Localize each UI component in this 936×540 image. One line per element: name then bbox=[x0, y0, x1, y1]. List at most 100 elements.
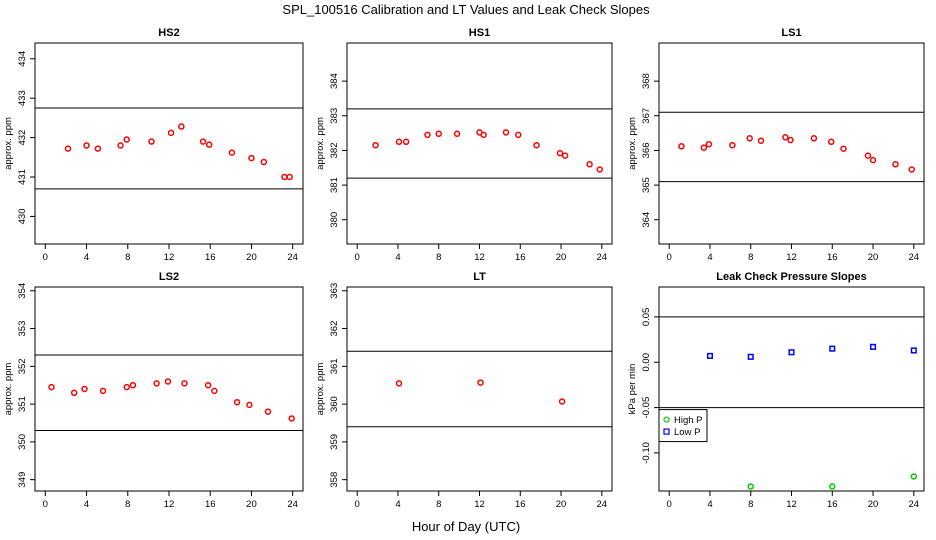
data-point bbox=[70, 389, 78, 397]
y-tick-label: 430 bbox=[17, 208, 28, 224]
x-tick-label: 4 bbox=[395, 252, 400, 263]
x-tick-label: 8 bbox=[436, 252, 441, 263]
legend-label: High P bbox=[674, 415, 703, 426]
y-axis-label: approx. ppm bbox=[3, 363, 14, 416]
data-point bbox=[148, 138, 155, 145]
data-point bbox=[892, 161, 899, 168]
panel-3: LS1 0 4 8 12 16 20 24 364 365 366 367 368 approx. ppm bbox=[627, 27, 925, 263]
data-point bbox=[178, 123, 185, 130]
x-tick-label: 12 bbox=[164, 499, 175, 510]
y-tick-label: 351 bbox=[17, 396, 28, 412]
data-point bbox=[502, 129, 510, 136]
y-tick-label: 368 bbox=[641, 73, 652, 89]
y-tick-label: 352 bbox=[17, 358, 28, 374]
x-tick-label: 0 bbox=[667, 252, 672, 263]
data-point bbox=[64, 145, 72, 152]
x-tick-label: 12 bbox=[164, 252, 175, 263]
legend-marker bbox=[663, 416, 670, 423]
y-tick-label: 363 bbox=[329, 283, 340, 299]
x-tick-label: 16 bbox=[205, 252, 216, 263]
x-tick-label: 12 bbox=[474, 252, 485, 263]
x-tick-label: 8 bbox=[125, 499, 130, 510]
data-point bbox=[700, 144, 708, 151]
data-point bbox=[514, 131, 522, 139]
panel-title: HS2 bbox=[158, 27, 179, 39]
data-point bbox=[435, 130, 442, 138]
data-point bbox=[910, 473, 918, 480]
x-tick-label: 0 bbox=[355, 499, 360, 510]
data-point bbox=[48, 383, 55, 391]
data-point bbox=[204, 381, 212, 389]
data-point bbox=[747, 353, 754, 360]
data-point bbox=[705, 140, 713, 148]
plot-frame bbox=[346, 42, 613, 245]
data-point bbox=[840, 145, 847, 152]
panel-1: HS2 0 4 8 12 16 20 24 430 431 432 433 434 approx. ppm bbox=[3, 27, 304, 263]
y-tick-label: 384 bbox=[329, 73, 340, 89]
data-point bbox=[117, 142, 124, 149]
y-tick-label: 433 bbox=[17, 90, 28, 106]
data-point bbox=[94, 145, 102, 152]
data-point bbox=[706, 352, 714, 359]
y-tick-label: 434 bbox=[17, 51, 28, 67]
data-point bbox=[260, 158, 268, 166]
x-tick-label: 8 bbox=[436, 499, 441, 510]
data-point bbox=[153, 380, 160, 387]
panel-5: LT 0 4 8 12 16 20 24 358 359 360 361 362 363 approx. p… bbox=[315, 271, 613, 510]
x-axis-label: Hour of Day (UTC) bbox=[412, 519, 520, 534]
data-point bbox=[586, 161, 593, 168]
y-tick-label: 432 bbox=[17, 130, 28, 146]
x-tick-label: 0 bbox=[355, 252, 360, 263]
y-tick-label: 359 bbox=[329, 434, 340, 450]
y-tick-label: 358 bbox=[329, 472, 340, 488]
y-tick-label: 367 bbox=[641, 108, 652, 124]
x-tick-label: 0 bbox=[667, 499, 672, 510]
data-point bbox=[747, 483, 754, 490]
data-point bbox=[424, 131, 431, 139]
x-tick-label: 24 bbox=[287, 499, 298, 510]
y-tick-label: 431 bbox=[17, 169, 28, 185]
x-tick-label: 24 bbox=[909, 252, 920, 263]
data-point bbox=[788, 349, 795, 356]
panel-title: LS2 bbox=[159, 271, 179, 283]
x-tick-label: 16 bbox=[827, 252, 838, 263]
data-point bbox=[453, 130, 461, 138]
data-point bbox=[596, 166, 604, 173]
data-point bbox=[281, 173, 288, 181]
chart-panels: HS2 0 4 8 12 16 20 24 430 431 432 433 434 approx. ppm… bbox=[3, 27, 925, 510]
plot-frame bbox=[658, 286, 925, 492]
data-point bbox=[787, 136, 794, 144]
data-point bbox=[246, 401, 253, 409]
x-tick-label: 16 bbox=[515, 252, 526, 263]
data-point bbox=[395, 380, 403, 387]
data-point bbox=[228, 149, 236, 156]
data-point bbox=[678, 143, 685, 150]
data-point bbox=[402, 138, 410, 146]
y-tick-label: 350 bbox=[17, 434, 28, 450]
x-tick-label: 16 bbox=[205, 499, 216, 510]
plot-frame bbox=[34, 286, 304, 492]
x-tick-label: 4 bbox=[395, 499, 400, 510]
panel-6: Leak Check Pressure Slopes 0 4 8 12 16 20 24 -0.… bbox=[627, 271, 925, 510]
panel-title: LS1 bbox=[781, 27, 801, 39]
figure-title: SPL_100516 Calibration and LT Values and… bbox=[282, 2, 650, 17]
x-tick-label: 12 bbox=[786, 252, 797, 263]
data-point bbox=[288, 415, 295, 422]
x-tick-label: 0 bbox=[43, 499, 48, 510]
x-tick-label: 20 bbox=[868, 252, 879, 263]
y-tick-label: 364 bbox=[641, 212, 652, 228]
data-point bbox=[757, 137, 765, 144]
y-tick-label: 381 bbox=[329, 177, 340, 193]
y-axis-label: approx. ppm bbox=[315, 117, 326, 170]
data-point bbox=[829, 483, 836, 490]
panel-title: Leak Check Pressure Slopes bbox=[716, 271, 866, 283]
x-tick-label: 20 bbox=[246, 252, 257, 263]
plot-frame bbox=[346, 286, 613, 492]
panel-2: HS1 0 4 8 12 16 20 24 380 381 382 383 384 approx. ppm bbox=[315, 27, 613, 263]
x-tick-label: 12 bbox=[786, 499, 797, 510]
data-point bbox=[746, 135, 753, 142]
legend-marker bbox=[663, 428, 670, 435]
x-tick-label: 4 bbox=[707, 499, 712, 510]
x-tick-label: 16 bbox=[827, 499, 838, 510]
x-tick-label: 12 bbox=[474, 499, 485, 510]
